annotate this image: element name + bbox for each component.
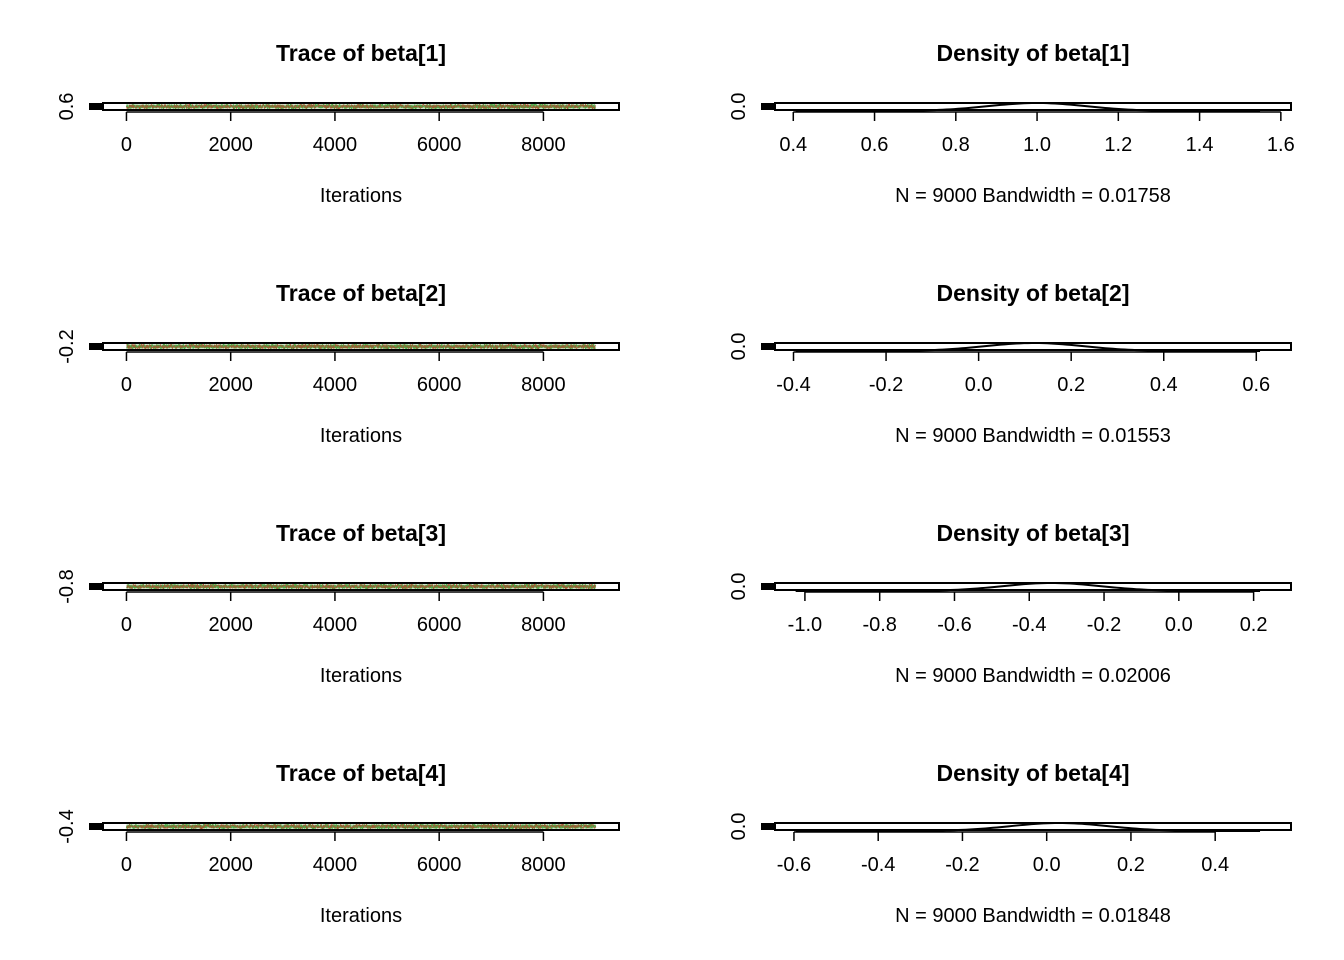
x-tick-label: 1.2 — [1104, 134, 1132, 156]
trace-band — [126, 824, 596, 829]
x-tick-label: -0.4 — [776, 374, 810, 396]
y-tick-label: 0.0 — [728, 333, 750, 361]
x-tick-label: 4000 — [313, 374, 358, 396]
x-tick-label: 0.6 — [861, 134, 889, 156]
panel-7: Trace of beta[4] -0.4 0 2000 4000 6000 8000 Ite… — [56, 760, 620, 927]
x-tick-label: 0 — [121, 134, 132, 156]
panel-1: Trace of beta[1] 0.6 0 2000 4000 6000 8000 Iter… — [56, 40, 620, 207]
y-axis-tick — [761, 823, 775, 830]
x-axis-label: Iterations — [320, 665, 402, 687]
plot-frame — [774, 342, 1292, 351]
x-axis-label: Iterations — [320, 185, 402, 207]
x-tick-label: -0.2 — [945, 854, 979, 876]
x-tick-label: -0.6 — [777, 854, 811, 876]
panel-title: Density of beta[1] — [937, 40, 1130, 66]
x-tick-label: 6000 — [417, 854, 462, 876]
x-tick-label: 1.6 — [1267, 134, 1295, 156]
x-tick-label: 6000 — [417, 134, 462, 156]
x-axis-label: N = 9000 Bandwidth = 0.01848 — [895, 905, 1171, 927]
panel-4: Density of beta[2] 0.0 -0.4 -0.2 0.0 0.2 0.4 0.… — [728, 280, 1292, 447]
x-tick-label: 8000 — [521, 374, 566, 396]
x-tick-label: 4000 — [313, 854, 358, 876]
y-axis-tick — [761, 343, 775, 350]
x-tick-label: 8000 — [521, 854, 566, 876]
x-tick-label: -0.2 — [869, 374, 903, 396]
y-axis-tick — [89, 103, 103, 110]
x-tick-label: -1.0 — [788, 614, 822, 636]
y-axis-tick — [89, 343, 103, 350]
x-tick-label: 1.0 — [1023, 134, 1051, 156]
x-tick-label: 2000 — [208, 374, 253, 396]
panel-title: Trace of beta[1] — [276, 40, 446, 66]
panel-8: Density of beta[4] 0.0 -0.6 -0.4 -0.2 0.0 0.2 0… — [728, 760, 1292, 927]
x-tick-label: 8000 — [521, 134, 566, 156]
x-tick-label: 4000 — [313, 614, 358, 636]
panel-title: Density of beta[3] — [937, 520, 1130, 546]
x-tick-label: 4000 — [313, 134, 358, 156]
x-tick-label: -0.4 — [861, 854, 895, 876]
x-tick-label: 0 — [121, 614, 132, 636]
x-tick-label: 0 — [121, 374, 132, 396]
x-tick-label: 2000 — [208, 134, 253, 156]
x-axis-label: Iterations — [320, 905, 402, 927]
x-tick-label: 0.4 — [1201, 854, 1229, 876]
x-axis-label: N = 9000 Bandwidth = 0.02006 — [895, 665, 1171, 687]
x-axis-label: N = 9000 Bandwidth = 0.01553 — [895, 425, 1171, 447]
y-axis-tick — [89, 583, 103, 590]
x-axis-label: N = 9000 Bandwidth = 0.01758 — [895, 185, 1171, 207]
panel-5: Trace of beta[3] -0.8 0 2000 4000 6000 8000 Ite… — [56, 520, 620, 687]
plot-frame — [774, 102, 1292, 111]
x-tick-label: 1.4 — [1186, 134, 1214, 156]
x-tick-label: 2000 — [208, 614, 253, 636]
panel-2: Density of beta[1] 0.0 0.4 0.6 0.8 1.0 1.2 1.4 1… — [728, 40, 1295, 207]
panel-title: Trace of beta[2] — [276, 280, 446, 306]
x-tick-label: 0.2 — [1240, 614, 1268, 636]
panel-title: Density of beta[2] — [937, 280, 1130, 306]
y-tick-label: -0.4 — [56, 809, 78, 843]
x-tick-label: 0.2 — [1117, 854, 1145, 876]
x-axis-label: Iterations — [320, 425, 402, 447]
y-axis-tick — [89, 823, 103, 830]
x-tick-label: 0.0 — [1165, 614, 1193, 636]
x-tick-label: 0.0 — [965, 374, 993, 396]
x-tick-label: 6000 — [417, 374, 462, 396]
x-tick-label: -0.6 — [937, 614, 971, 636]
y-axis-tick — [761, 103, 775, 110]
y-tick-label: 0.6 — [56, 93, 78, 121]
trace-band — [126, 104, 596, 109]
panel-6: Density of beta[3] 0.0 -1.0 -0.8 -0.6 -0.4 -0.… — [728, 520, 1292, 687]
trace-band — [126, 584, 596, 589]
panel-title: Trace of beta[4] — [276, 760, 446, 786]
x-tick-label: -0.4 — [1012, 614, 1046, 636]
y-axis-tick — [761, 583, 775, 590]
y-tick-label: -0.8 — [56, 569, 78, 603]
x-tick-label: 6000 — [417, 614, 462, 636]
y-tick-label: -0.2 — [56, 329, 78, 363]
x-tick-label: 0.8 — [942, 134, 970, 156]
y-tick-label: 0.0 — [728, 93, 750, 121]
x-tick-label: 0.4 — [1150, 374, 1178, 396]
x-tick-label: 0.6 — [1242, 374, 1270, 396]
x-tick-label: 0.0 — [1033, 854, 1061, 876]
x-tick-label: -0.2 — [1087, 614, 1121, 636]
x-tick-label: 2000 — [208, 854, 253, 876]
x-tick-label: 0 — [121, 854, 132, 876]
x-tick-label: -0.8 — [862, 614, 896, 636]
y-tick-label: 0.0 — [728, 573, 750, 601]
panel-3: Trace of beta[2] -0.2 0 2000 4000 6000 8000 Ite… — [56, 280, 620, 447]
panel-title: Density of beta[4] — [937, 760, 1130, 786]
x-tick-label: 0.4 — [779, 134, 807, 156]
trace-band — [126, 344, 596, 349]
y-tick-label: 0.0 — [728, 813, 750, 841]
panel-title: Trace of beta[3] — [276, 520, 446, 546]
x-tick-label: 0.2 — [1057, 374, 1085, 396]
x-tick-label: 8000 — [521, 614, 566, 636]
